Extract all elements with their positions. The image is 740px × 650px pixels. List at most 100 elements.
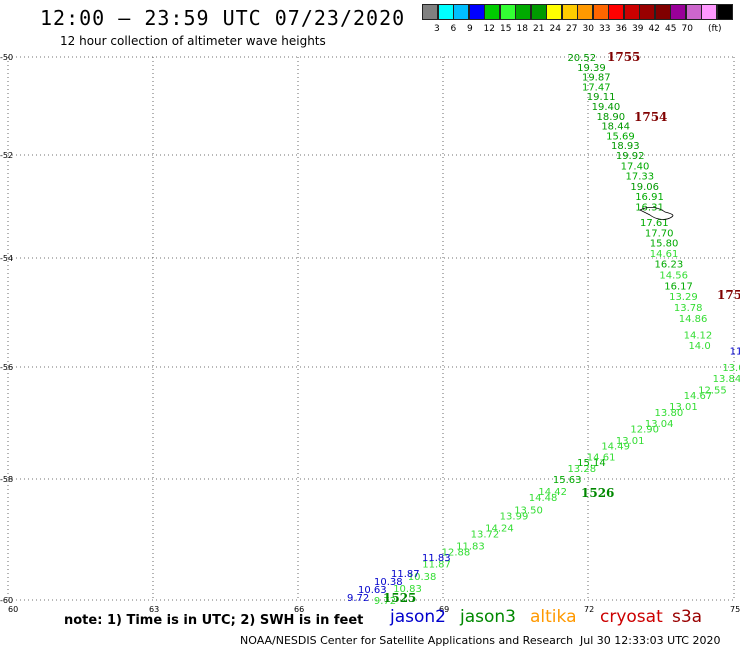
legend-label: 27 — [566, 24, 578, 34]
satellite-legend-item: altika — [530, 607, 577, 627]
footer-note: note: 1) Time is in UTC; 2) SWH is in fe… — [64, 613, 364, 628]
wave-height-value: 11.87 — [422, 560, 451, 571]
legend-swatch — [716, 4, 733, 20]
wave-height-value: 14.61 — [587, 453, 616, 464]
wave-height-value: 13.50 — [514, 505, 543, 516]
lat-tick-label: -52 — [0, 151, 13, 160]
jason2-value: 10.38 — [374, 577, 403, 588]
footer-credit: NOAA/NESDIS Center for Satellite Applica… — [240, 634, 574, 647]
wave-height-value: 10.83 — [393, 584, 422, 595]
track-time-label: 1526 — [581, 486, 614, 500]
map-grid — [7, 56, 735, 601]
wave-height-value: 19.39 — [577, 63, 606, 74]
wave-height-value: 14.86 — [679, 314, 708, 325]
wave-height-value: 13.84 — [713, 374, 740, 385]
legend-label: 30 — [582, 24, 594, 34]
wave-height-value: 14.67 — [684, 391, 713, 402]
wave-height-value: 14.0 — [688, 341, 710, 352]
wave-height-value: 12.90 — [630, 425, 659, 436]
legend-label: 6 — [450, 24, 457, 34]
legend-label: 45 — [665, 24, 677, 34]
track-time-label: 1525 — [383, 591, 416, 605]
lat-tick-label: -58 — [0, 475, 13, 484]
wave-height-value: 14.61 — [650, 249, 679, 260]
wave-height-value: 18.44 — [601, 122, 630, 133]
wave-height-value: 15.69 — [606, 131, 635, 142]
wave-height-value: 17.33 — [626, 172, 655, 183]
wave-height-value: 19.06 — [630, 182, 659, 193]
wave-height-value: 13.29 — [669, 292, 698, 303]
wave-height-value: 13.01 — [669, 402, 698, 413]
wave-height-value: 17.40 — [621, 161, 650, 172]
wave-height-value: 13.99 — [500, 511, 529, 522]
wave-height-value: 16.91 — [635, 192, 664, 203]
wave-height-value: 13.28 — [567, 464, 596, 475]
wave-height-value: 12.55 — [698, 385, 727, 396]
wave-height-value: 15.63 — [553, 475, 582, 486]
wave-height-value: 13.72 — [471, 529, 500, 540]
legend-label: 33 — [599, 24, 611, 34]
satellite-legend-item: s3a — [672, 607, 703, 627]
legend-label: 70 — [681, 24, 693, 34]
track-time-label: 1755 — [607, 50, 640, 64]
wave-height-value: 13.01 — [616, 436, 645, 447]
satellite-legend-item: cryosat — [600, 607, 663, 627]
wave-height-value: 12.88 — [442, 548, 471, 559]
satellite-legend-item: jason3 — [460, 607, 516, 627]
wave-height-value: 11.83 — [456, 542, 485, 553]
wave-height-value: 17.47 — [582, 82, 611, 93]
wave-height-value: 18.93 — [611, 141, 640, 152]
coastline-shape — [639, 206, 674, 220]
wave-height-value: 19.87 — [582, 73, 611, 84]
legend-label: 36 — [615, 24, 627, 34]
lat-tick-label: -54 — [0, 254, 13, 263]
wave-height-value: 14.56 — [659, 270, 688, 281]
lon-tick-label: 63 — [149, 605, 159, 614]
legend-label: 21 — [533, 24, 545, 34]
map-subtitle: 12 hour collection of altimeter wave hei… — [60, 34, 326, 48]
wave-height-value: 13.80 — [655, 408, 684, 419]
jason2-value: 11.83 — [422, 553, 451, 564]
jason2-value: 11.87 — [391, 569, 420, 580]
lat-tick-label: -50 — [0, 53, 13, 62]
altimeter-tracks: 20.5219.3919.8717.4719.1119.4018.9018.44… — [347, 53, 740, 607]
legend-label: 24 — [549, 24, 561, 34]
satellite-legend-item: jason2 — [390, 607, 446, 627]
wave-height-value: 14.24 — [485, 523, 514, 534]
track-time-label: 175 — [717, 288, 740, 302]
axis-ticks: 60 63 66 69 72 75 -50 -52 -54 -56 -58 -60 — [0, 53, 740, 614]
wave-height-value: 19.92 — [616, 151, 645, 162]
wave-height-value: 15.14 — [577, 458, 606, 469]
lat-tick-label: -60 — [0, 596, 13, 605]
wave-height-value: 13.78 — [674, 303, 703, 314]
lon-tick-label: 60 — [8, 605, 18, 614]
wave-height-value: 14.42 — [538, 487, 567, 498]
track-time-labels: 1755 1754 1526 1525 175 — [383, 50, 740, 605]
legend-label: 42 — [648, 24, 660, 34]
map-title: 12:00 – 23:59 UTC 07/23/2020 — [40, 6, 406, 30]
jason2-value: 10.63 — [358, 585, 387, 596]
wave-height-value: 17.61 — [640, 218, 669, 229]
lon-tick-label: 66 — [294, 605, 304, 614]
wave-height-value: 11.5 — [730, 347, 740, 358]
wave-height-value: 14.48 — [529, 493, 558, 504]
wave-height-value: 16.17 — [664, 281, 693, 292]
legend-label: 18 — [516, 24, 528, 34]
footer-generated-time: Jul 30 12:33:03 UTC 2020 — [580, 634, 721, 647]
lon-tick-label: 69 — [439, 605, 449, 614]
wave-height-value: 13.04 — [645, 419, 674, 430]
legend-label: 3 — [434, 24, 440, 34]
wave-height-value: 14.12 — [684, 330, 713, 341]
legend-label: 39 — [632, 24, 644, 34]
wave-height-value: 19.11 — [587, 92, 616, 103]
wave-height-value: 17.70 — [645, 228, 674, 239]
jason2-value: 9.72 — [347, 593, 369, 604]
legend-label: 15 — [500, 24, 512, 34]
wave-height-value: 15.80 — [650, 239, 679, 250]
lat-tick-label: -56 — [0, 363, 13, 372]
wave-height-value: 16.31 — [635, 203, 664, 214]
wave-height-value: 16.23 — [655, 259, 684, 270]
lon-tick-label: 72 — [584, 605, 594, 614]
legend-label: 9 — [467, 24, 473, 34]
